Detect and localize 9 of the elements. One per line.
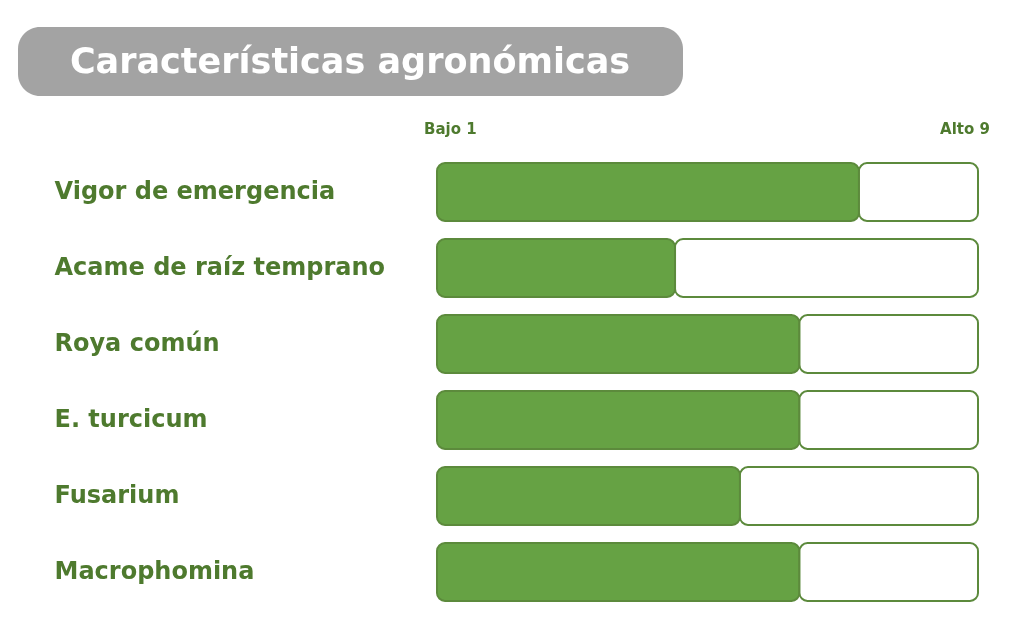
y-tick-label: Roya común — [54, 329, 220, 357]
y-tick-label: Macrophomina — [54, 557, 255, 585]
chart-title: Características agronómicas — [69, 41, 631, 81]
y-tick-label: Vigor de emergencia — [54, 177, 336, 205]
text: Alto 9 — [940, 120, 990, 138]
y-tick-label: Acame de raíz temprano — [54, 253, 386, 281]
y-tick-label: E. turcicum — [54, 405, 208, 433]
y-tick-label: Fusarium — [54, 481, 180, 509]
text: Bajo 1 — [424, 120, 477, 138]
